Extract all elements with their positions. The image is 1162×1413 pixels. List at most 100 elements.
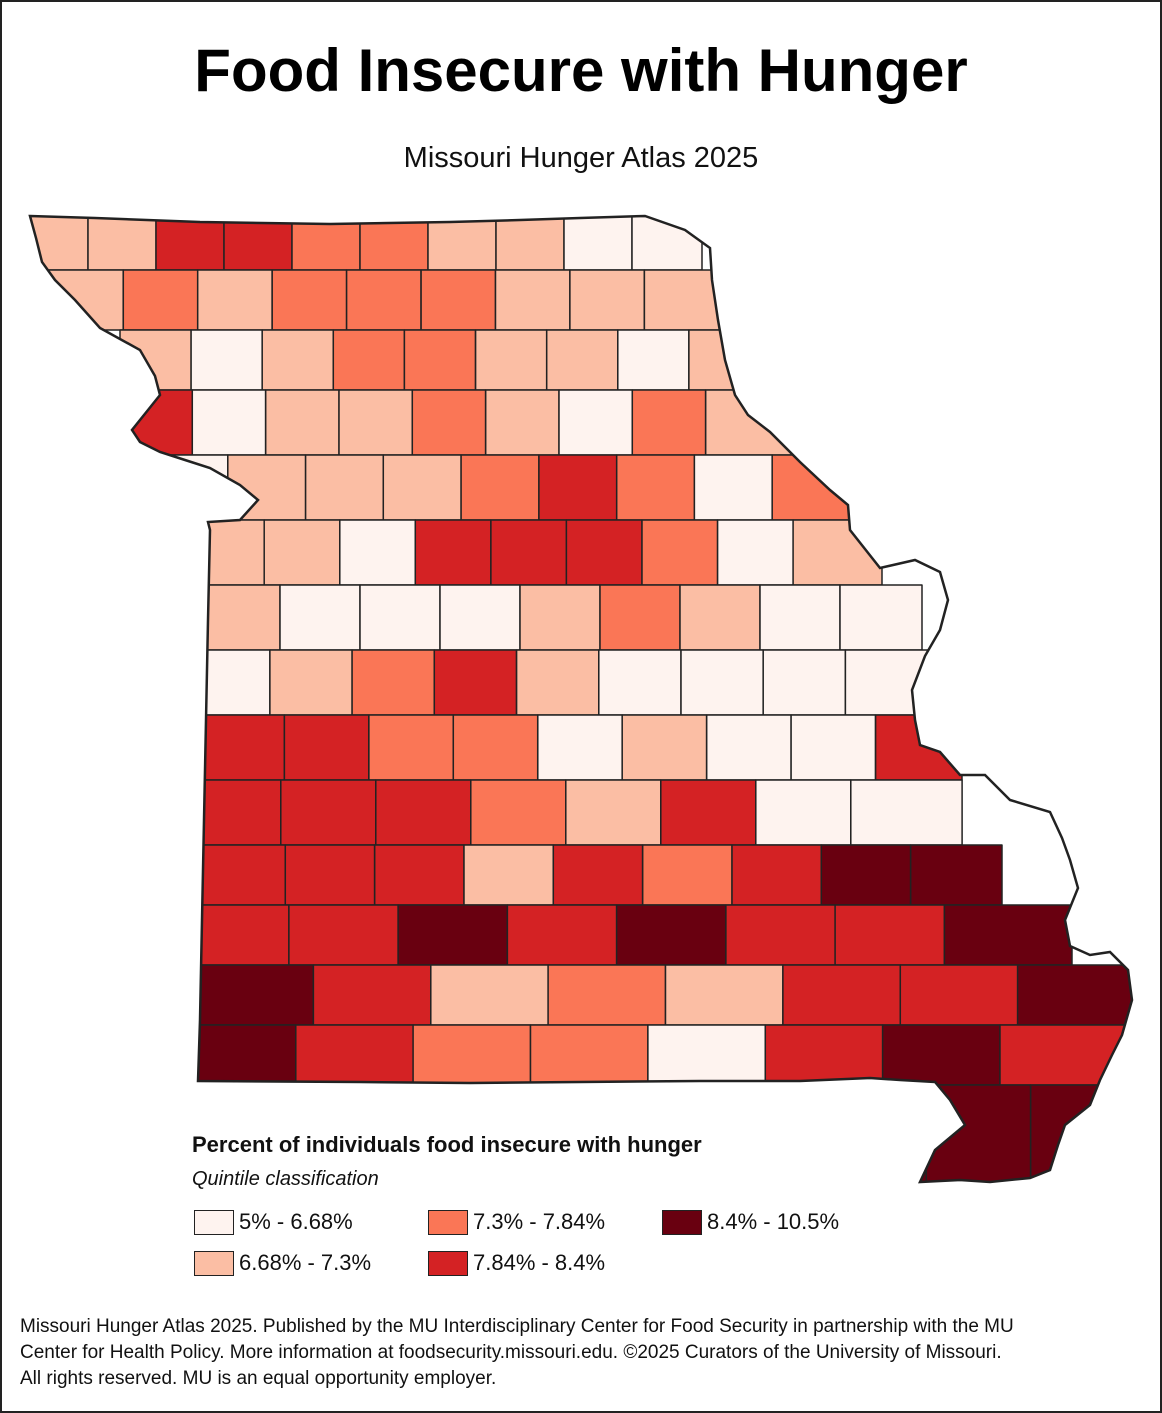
county-polygon (368, 714, 455, 781)
county-polygon (759, 584, 841, 651)
county-polygon (615, 904, 727, 966)
county-polygon (195, 964, 315, 1026)
county-polygon (280, 779, 377, 846)
county-polygon (1029, 1084, 1132, 1182)
legend-label-class-3: 7.3% - 7.84% (473, 1209, 606, 1234)
county-polygon (725, 904, 836, 966)
county-polygon (529, 1024, 649, 1086)
county-polygon (87, 216, 157, 271)
county-polygon (338, 389, 414, 456)
county-polygon (149, 454, 229, 521)
county-polygon (881, 1024, 1001, 1086)
legend-swatch-class-1 (194, 1209, 234, 1235)
county-polygon (283, 714, 370, 781)
legend-title: Percent of individuals food insecure wit… (192, 1132, 702, 1157)
county-polygon (271, 269, 348, 331)
county-polygon (631, 389, 707, 456)
county-polygon (261, 329, 335, 391)
county-polygon (284, 844, 376, 906)
county-polygon (834, 904, 946, 966)
county-polygon (484, 389, 560, 456)
county-polygon (190, 329, 263, 391)
legend-swatch-class-2 (194, 1250, 234, 1276)
county-polygon (782, 964, 902, 1026)
legend-label-class-4: 7.84% - 8.4% (473, 1250, 606, 1275)
county-polygon (621, 714, 708, 781)
county-polygon (660, 779, 757, 846)
legend-item-class-5: 8.4% - 10.5% (662, 1207, 839, 1237)
county-polygon (558, 389, 634, 456)
county-polygon (122, 269, 199, 331)
county-polygon (943, 904, 1073, 966)
county-polygon (716, 1084, 823, 1182)
county-polygon (909, 844, 1003, 906)
county-polygon (420, 269, 497, 331)
legend-label-class-2: 6.68% - 7.3% (239, 1250, 372, 1275)
county-polygon (519, 584, 601, 651)
county-polygon (312, 964, 432, 1026)
county-polygon (199, 584, 281, 651)
county-polygon (552, 844, 644, 906)
footer-line: Center for Health Policy. More informati… (20, 1342, 1002, 1363)
legend-swatch-class-3 (428, 1209, 468, 1235)
county-polygon (373, 844, 465, 906)
county-polygon (839, 584, 923, 651)
county-polygon (705, 714, 792, 781)
county-polygon (269, 649, 353, 716)
county-polygon (755, 779, 852, 846)
county-polygon (495, 216, 565, 271)
legend-swatch-class-5 (662, 1209, 702, 1235)
county-polygon (599, 584, 681, 651)
county-polygon (178, 904, 290, 966)
county-polygon (704, 389, 793, 456)
county-polygon (382, 454, 462, 521)
legend-swatch-class-4 (428, 1250, 468, 1276)
county-polygon (771, 454, 853, 521)
footer-credits: Missouri Hunger Atlas 2025. Published by… (20, 1314, 1145, 1392)
county-polygon (925, 1084, 1032, 1182)
county-polygon (339, 519, 417, 586)
county-polygon (288, 904, 399, 966)
county-polygon (227, 454, 307, 521)
county-polygon (874, 714, 963, 781)
county-polygon (439, 584, 521, 651)
county-polygon (199, 714, 286, 781)
legend-label-class-1: 5% - 6.68% (239, 1209, 353, 1234)
county-polygon (48, 269, 124, 331)
county-polygon (155, 216, 225, 271)
county-polygon (506, 904, 618, 966)
county-polygon (850, 779, 963, 846)
county-polygon (563, 216, 633, 271)
county-polygon (474, 329, 548, 391)
county-polygon (647, 1024, 767, 1086)
county-polygon (565, 519, 643, 586)
county-polygon (411, 389, 487, 456)
county-polygon (185, 779, 282, 846)
county-polygon (196, 269, 273, 331)
map-subtitle: Missouri Hunger Atlas 2025 (403, 142, 759, 174)
county-polygon (345, 269, 422, 331)
county-polygon (731, 844, 823, 906)
county-polygon (494, 269, 571, 331)
county-polygon (414, 519, 492, 586)
county-polygon (716, 519, 794, 586)
county-polygon (187, 519, 266, 586)
county-polygon (641, 844, 733, 906)
legend-item-class-3: 7.3% - 7.84% (428, 1207, 605, 1237)
county-polygon (304, 454, 385, 521)
county-polygon (515, 649, 600, 716)
county-polygon (412, 1024, 532, 1086)
footer-line: All rights reserved. MU is an equal oppo… (20, 1368, 497, 1389)
county-polygon (547, 964, 667, 1026)
county-polygon (565, 779, 662, 846)
county-polygon (264, 389, 340, 456)
county-polygon (764, 1024, 884, 1086)
county-polygon (359, 216, 429, 271)
legend-item-class-1: 5% - 6.68% (194, 1207, 353, 1237)
county-polygon (538, 454, 618, 521)
county-polygon (999, 1024, 1132, 1086)
county-polygon (463, 844, 555, 906)
county-polygon (351, 649, 436, 716)
county-polygon (295, 1024, 414, 1086)
county-polygon (403, 329, 477, 391)
